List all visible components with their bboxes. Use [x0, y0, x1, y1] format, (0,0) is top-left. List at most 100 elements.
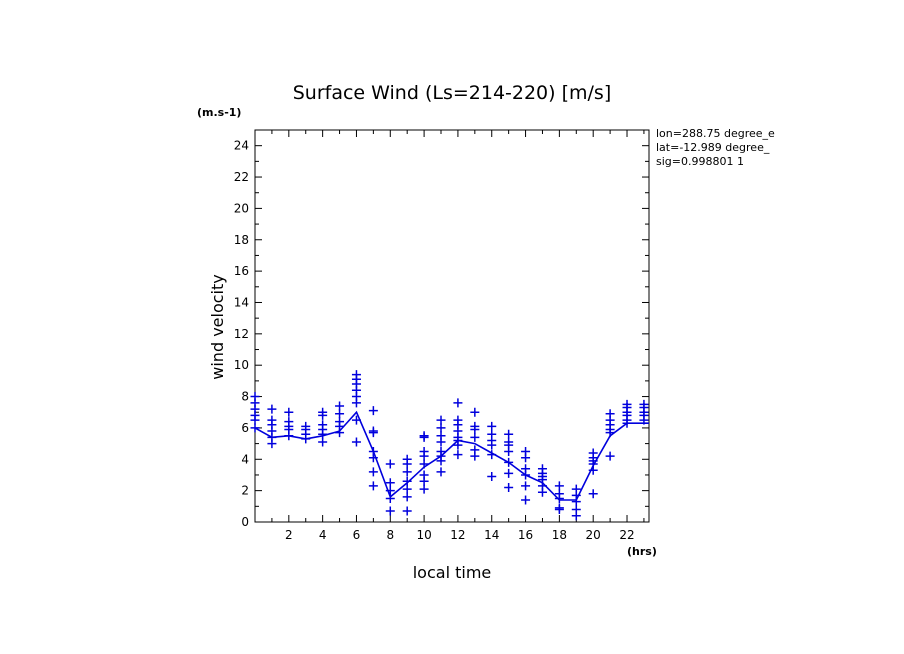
sample-point — [436, 415, 446, 425]
sample-point — [639, 399, 649, 409]
sample-point — [487, 421, 497, 431]
sample-point — [554, 503, 564, 513]
sample-point — [402, 506, 412, 516]
sample-point — [402, 492, 412, 502]
x-axis-unit: (hrs) — [627, 545, 657, 558]
sample-point — [351, 415, 361, 425]
sample-point — [351, 437, 361, 447]
x-tick-label: 6 — [353, 528, 361, 542]
sample-point — [318, 420, 328, 430]
chart-title: Surface Wind (Ls=214-220) [m/s] — [293, 82, 612, 104]
sample-point — [436, 423, 446, 433]
x-axis-label: local time — [413, 563, 492, 582]
sample-point — [318, 437, 328, 447]
info-lat: lat=-12.989 degree_ — [656, 141, 770, 154]
sample-point — [402, 467, 412, 477]
y-tick-label: 0 — [241, 515, 249, 529]
sample-point — [250, 392, 260, 402]
sample-point — [335, 417, 345, 427]
x-tick-label: 16 — [518, 528, 533, 542]
x-tick-label: 22 — [619, 528, 634, 542]
y-tick-label: 20 — [234, 201, 249, 215]
x-tick-label: 12 — [450, 528, 465, 542]
x-tick-label: 14 — [484, 528, 499, 542]
info-sig: sig=0.998801 1 — [656, 155, 744, 168]
sample-point — [419, 484, 429, 494]
sample-point — [419, 459, 429, 469]
plot-area — [250, 370, 649, 521]
sample-point — [385, 486, 395, 496]
sample-point — [436, 467, 446, 477]
x-tick-label: 10 — [416, 528, 431, 542]
y-tick-label: 10 — [234, 358, 249, 372]
sample-point — [368, 481, 378, 491]
sample-point — [571, 484, 581, 494]
sample-point — [419, 446, 429, 456]
sample-point — [385, 493, 395, 503]
sample-point — [385, 459, 395, 469]
sample-point — [368, 426, 378, 436]
sample-point — [622, 399, 632, 409]
sample-point — [470, 445, 480, 455]
sample-point — [487, 429, 497, 439]
info-box: lon=288.75 degree_e lat=-12.989 degree_ … — [656, 127, 775, 168]
sample-point — [504, 468, 514, 478]
plot-frame — [254, 129, 650, 523]
sample-point — [521, 495, 531, 505]
sample-point — [385, 478, 395, 488]
sample-point — [487, 450, 497, 460]
sample-point — [368, 406, 378, 416]
y-tick-label: 18 — [234, 233, 249, 247]
sample-point — [521, 464, 531, 474]
sample-point — [368, 446, 378, 456]
sample-point — [284, 407, 294, 417]
y-tick-label: 4 — [241, 452, 249, 466]
x-tick-label: 18 — [552, 528, 567, 542]
sample-point — [470, 421, 480, 431]
sample-point — [453, 398, 463, 408]
mean-wind-line — [254, 410, 649, 501]
y-tick-label: 2 — [241, 484, 249, 498]
sample-point — [605, 409, 615, 419]
y-axis-label: wind velocity — [208, 274, 227, 379]
x-tick-label: 20 — [586, 528, 601, 542]
sample-point — [419, 431, 429, 441]
sample-point — [267, 404, 277, 414]
sample-point — [436, 446, 446, 456]
sample-point — [470, 407, 480, 417]
sample-point — [402, 484, 412, 494]
x-tick-label: 2 — [285, 528, 293, 542]
sample-point — [267, 415, 277, 425]
x-tick-label: 4 — [319, 528, 327, 542]
sample-point — [554, 481, 564, 491]
y-tick-label: 6 — [241, 421, 249, 435]
y-tick-label: 14 — [234, 295, 249, 309]
y-tick-label: 16 — [234, 264, 249, 278]
y-tick-label: 8 — [241, 390, 249, 404]
sample-point — [335, 409, 345, 419]
sample-point — [250, 423, 260, 433]
sample-point — [453, 415, 463, 425]
sample-point — [504, 457, 514, 467]
sample-point — [284, 417, 294, 427]
y-axis-unit: (m.s-1) — [197, 106, 241, 119]
sample-point — [301, 421, 311, 431]
sample-point — [419, 470, 429, 480]
y-tick-label: 24 — [234, 139, 249, 153]
sample-point — [335, 401, 345, 411]
sample-point — [504, 437, 514, 447]
sample-point — [571, 504, 581, 514]
sample-point — [385, 506, 395, 516]
x-tick-label: 8 — [386, 528, 394, 542]
sample-point — [487, 472, 497, 482]
sample-point — [436, 431, 446, 441]
y-tick-label: 12 — [234, 327, 249, 341]
info-lon: lon=288.75 degree_e — [656, 127, 775, 140]
sample-point — [470, 432, 480, 442]
sample-point — [402, 454, 412, 464]
sample-point — [588, 489, 598, 499]
y-tick-label: 22 — [234, 170, 249, 184]
sample-point — [588, 448, 598, 458]
